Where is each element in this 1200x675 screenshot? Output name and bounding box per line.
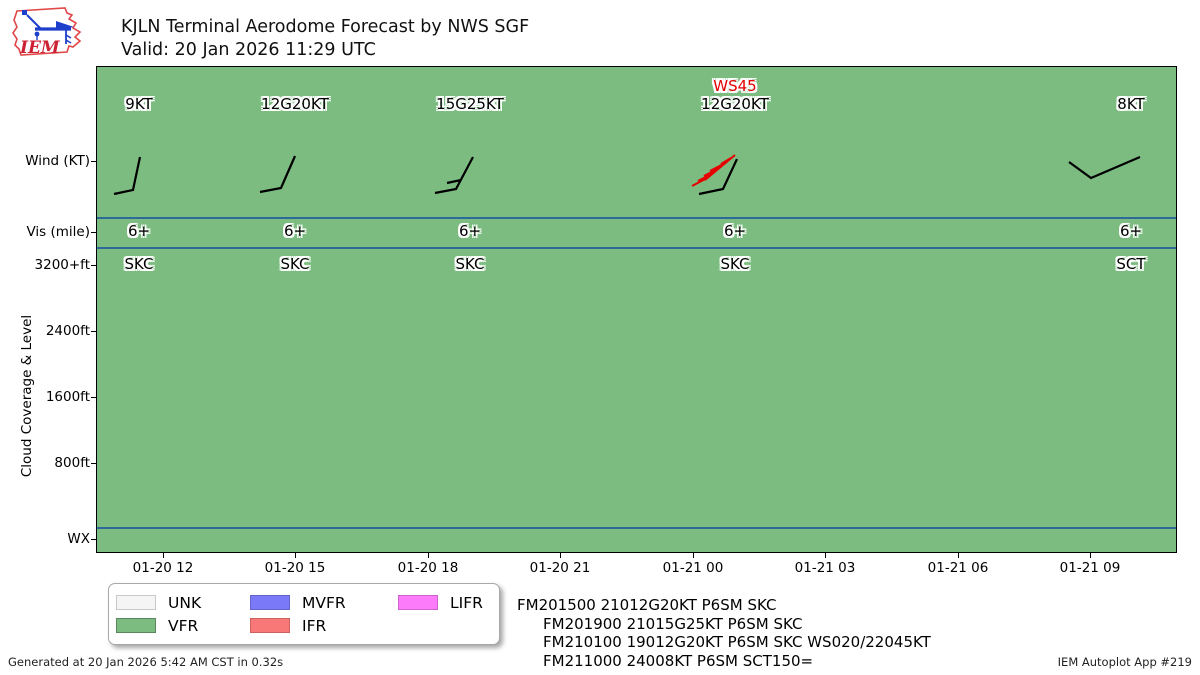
x-tick-label: 01-21 03 bbox=[794, 560, 856, 576]
separator-vis-cloud bbox=[97, 247, 1176, 249]
ifr-swatch-icon bbox=[250, 618, 290, 633]
wind-label: 9KT bbox=[125, 95, 153, 113]
legend-item-ifr: IFR bbox=[250, 617, 398, 635]
cloud-coverage-value: SCT bbox=[1116, 255, 1146, 273]
unk-swatch-icon bbox=[116, 595, 156, 610]
separator-cloud-wx bbox=[97, 527, 1176, 529]
vfr-swatch-icon bbox=[116, 618, 156, 633]
flight-category-legend: UNK MVFR LIFR VFR IFR bbox=[108, 583, 500, 645]
y-tick bbox=[91, 331, 96, 333]
x-tick bbox=[163, 553, 165, 558]
lifr-swatch-icon bbox=[398, 595, 438, 610]
iowa-outline-icon bbox=[12, 7, 82, 56]
legend-label: IFR bbox=[302, 616, 327, 635]
legend-label: VFR bbox=[168, 616, 199, 635]
separator-wind-vis bbox=[97, 217, 1176, 219]
y-tick bbox=[91, 232, 96, 234]
x-tick-label: 01-20 12 bbox=[132, 560, 194, 576]
legend-item-lifr: LIFR bbox=[398, 594, 499, 612]
cloud-coverage-value: SKC bbox=[455, 255, 485, 273]
iem-logo-text: IEM bbox=[19, 38, 61, 58]
y-label-800ft: 800ft bbox=[54, 455, 90, 471]
x-tick-label: 01-20 21 bbox=[529, 560, 591, 576]
y-label-3200ft: 3200+ft bbox=[34, 257, 90, 273]
chart-plot-area bbox=[96, 66, 1177, 553]
legend-item-unk: UNK bbox=[116, 594, 250, 612]
legend-item-mvfr: MVFR bbox=[250, 594, 398, 612]
x-tick bbox=[428, 553, 430, 558]
mvfr-swatch-icon bbox=[250, 595, 290, 610]
visibility-value: 6+ bbox=[283, 222, 307, 240]
x-tick-label: 01-21 09 bbox=[1059, 560, 1121, 576]
visibility-value: 6+ bbox=[458, 222, 482, 240]
visibility-value: 6+ bbox=[723, 222, 747, 240]
iem-logo: IEM bbox=[12, 7, 82, 58]
visibility-value: 6+ bbox=[1119, 222, 1143, 240]
cloud-coverage-value: SKC bbox=[124, 255, 154, 273]
raw-taf-text: FM201500 21012G20KT P6SM SKC FM201900 21… bbox=[517, 596, 931, 670]
x-tick bbox=[560, 553, 562, 558]
weather-vane-icon bbox=[22, 10, 74, 44]
taf-line: FM210100 19012G20KT P6SM SKC WS020/22045… bbox=[543, 633, 931, 652]
y-label-vis: Vis (mile) bbox=[26, 224, 90, 240]
generated-timestamp: Generated at 20 Jan 2026 5:42 AM CST in … bbox=[8, 655, 284, 669]
legend-label: LIFR bbox=[450, 593, 483, 612]
cloud-coverage-value: SKC bbox=[720, 255, 750, 273]
cloud-coverage-value: SKC bbox=[280, 255, 310, 273]
y-tick bbox=[91, 397, 96, 399]
visibility-value: 6+ bbox=[127, 222, 151, 240]
x-tick bbox=[693, 553, 695, 558]
taf-line: FM211000 24008KT P6SM SCT150= bbox=[543, 651, 814, 670]
y-tick bbox=[91, 463, 96, 465]
wind-label: 12G20KT bbox=[261, 95, 329, 113]
taf-line: FM201900 21015G25KT P6SM SKC bbox=[543, 614, 803, 633]
legend-item-vfr: VFR bbox=[116, 617, 250, 635]
x-tick bbox=[825, 553, 827, 558]
page-title: KJLN Terminal Aerodome Forecast by NWS S… bbox=[121, 17, 530, 37]
wind-label: 8KT bbox=[1117, 95, 1145, 113]
x-tick bbox=[958, 553, 960, 558]
wind-label: 15G25KT bbox=[436, 95, 504, 113]
x-tick-label: 01-20 15 bbox=[264, 560, 326, 576]
y-label-wind: Wind (KT) bbox=[25, 153, 90, 169]
legend-label: MVFR bbox=[302, 593, 346, 612]
y-tick bbox=[91, 539, 96, 541]
y-label-wx: WX bbox=[67, 531, 90, 547]
y-label-1600ft: 1600ft bbox=[45, 389, 90, 405]
x-tick-label: 01-20 18 bbox=[397, 560, 459, 576]
app-credit: IEM Autoplot App #219 bbox=[1057, 655, 1192, 669]
y-tick bbox=[91, 161, 96, 163]
x-tick-label: 01-21 06 bbox=[927, 560, 989, 576]
x-tick-label: 01-21 00 bbox=[662, 560, 724, 576]
y-label-2400ft: 2400ft bbox=[45, 323, 90, 339]
taf-line: FM201500 21012G20KT P6SM SKC bbox=[517, 596, 777, 614]
legend-label: UNK bbox=[168, 593, 202, 612]
valid-time: Valid: 20 Jan 2026 11:29 UTC bbox=[121, 40, 376, 60]
x-tick bbox=[1090, 553, 1092, 558]
wind-label: 12G20KT bbox=[701, 95, 769, 113]
wind-shear-label: WS45 bbox=[713, 77, 757, 95]
x-tick bbox=[295, 553, 297, 558]
y-tick bbox=[91, 265, 96, 267]
y-axis-title: Cloud Coverage & Level bbox=[19, 314, 35, 478]
